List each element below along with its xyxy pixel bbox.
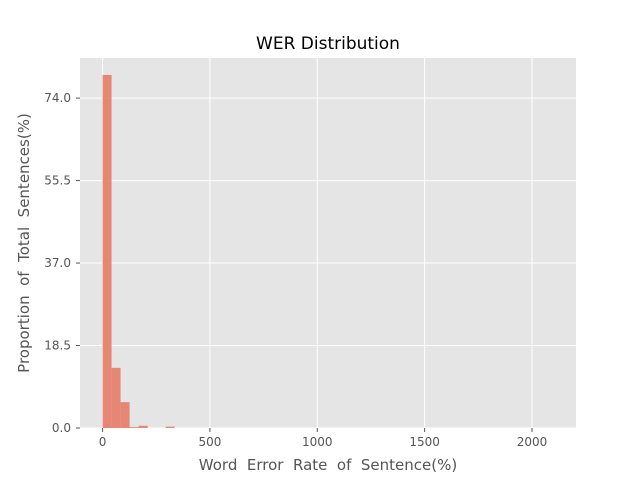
histogram-bars (102, 74, 175, 428)
x-axis-label: Word Error Rate of Sentence(%) (199, 456, 457, 474)
x-tick-label: 500 (198, 435, 221, 449)
y-axis-label: Proportion of Total Sentences(%) (15, 113, 33, 373)
plot-background (80, 58, 576, 428)
x-tick-label: 1500 (409, 435, 440, 449)
x-axis-ticks: 0 500 1000 1500 2000 (99, 428, 548, 449)
y-tick-label: 55.5 (44, 174, 71, 188)
histogram-bar-3 (129, 427, 139, 428)
x-tick-label: 1000 (302, 435, 333, 449)
y-tick-label: 0.0 (52, 421, 71, 435)
x-tick-label: 0 (99, 435, 107, 449)
histogram-bar-2 (120, 402, 130, 428)
histogram-bar-1 (111, 367, 121, 428)
x-tick-label: 2000 (517, 435, 548, 449)
y-tick-label: 18.5 (44, 339, 71, 353)
histogram-bar-0 (102, 74, 112, 428)
grid-lines (80, 58, 576, 429)
histogram-bar-4 (138, 425, 148, 428)
y-tick-label: 74.0 (44, 91, 71, 105)
y-axis-ticks: 0.0 18.5 37.0 55.5 74.0 (44, 91, 80, 435)
chart-title: WER Distribution (256, 34, 400, 54)
histogram-bar-5 (165, 426, 175, 428)
y-tick-label: 37.0 (44, 256, 71, 270)
